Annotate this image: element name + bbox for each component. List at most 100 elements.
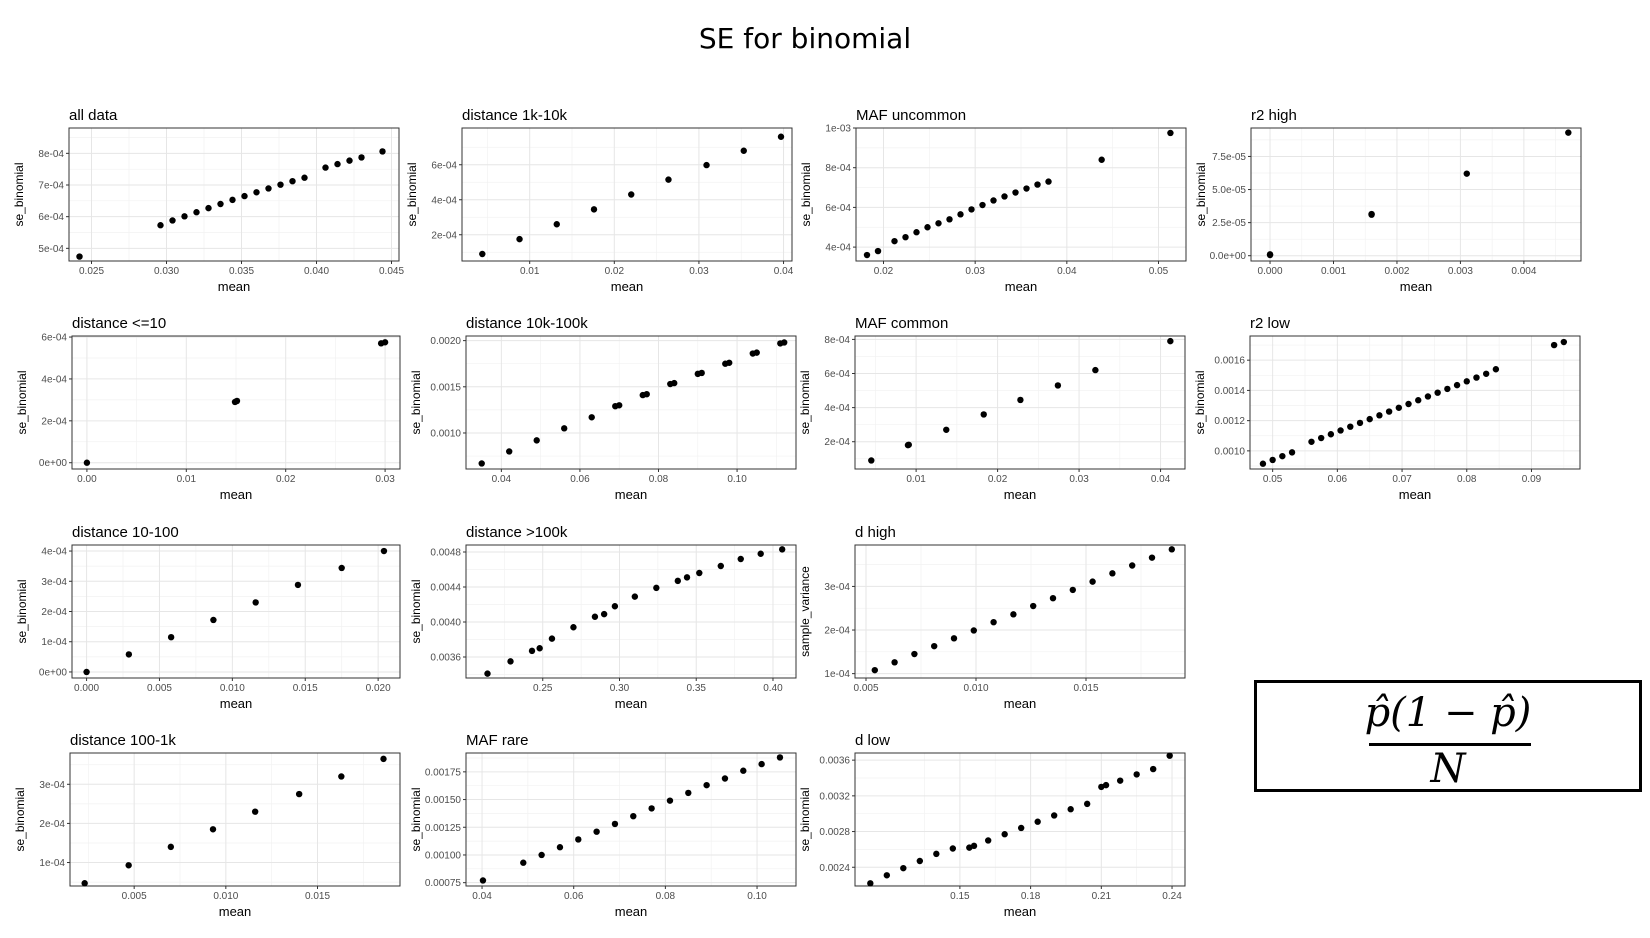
data-point [1054,382,1062,389]
x-tick-label: 0.10 [747,891,767,902]
data-point [600,610,608,618]
x-tick-label: 0.02 [276,474,296,485]
x-tick-label: 0.08 [649,474,669,485]
y-axis-label: se_binomial [409,579,423,643]
data-point [479,877,487,884]
plot-border [1249,335,1581,470]
data-point [1017,396,1024,404]
data-point [1473,374,1480,381]
data-point [1434,389,1441,396]
plot-border [854,544,1186,679]
data-point [478,460,485,467]
x-tick-label: 0.001 [1321,266,1346,277]
x-tick-label: 0.04 [492,474,512,485]
y-tick-label: 8e-04 [824,335,850,346]
y-tick-label: 0.0012 [1214,416,1245,427]
scatter-panel: 0.15 0.18 0.21 0.24 0.0024 0.0028 0.0032 0.0036… [798,732,1186,919]
x-axis-label: mean [220,487,253,502]
data-point [1279,452,1286,460]
y-tick-label: 4e-04 [41,374,67,385]
x-tick-label: 0.045 [379,266,404,277]
x-axis-label: mean [615,696,648,711]
data-point [970,842,978,850]
x-tick-label: 0.000 [1258,266,1283,277]
data-point [1098,156,1105,163]
x-axis-label: mean [1004,904,1037,919]
x-tick-label: 0.025 [79,266,104,277]
data-point [1463,378,1470,385]
formula-box: p̂(1 − p̂) N [1254,680,1642,792]
data-point [507,658,514,665]
y-tick-label: 8e-04 [825,163,851,174]
x-axis-label: mean [1004,487,1037,502]
plot-background [1251,128,1581,261]
data-point [628,191,635,198]
x-tick-label: 0.03 [965,266,985,277]
y-tick-label: 3e-04 [824,582,850,593]
plot-border [465,335,797,470]
x-tick-label: 0.08 [1457,474,1477,485]
data-point [301,174,308,181]
y-tick-label: 0.00125 [425,823,462,834]
data-point [611,603,619,610]
data-point [1424,393,1432,400]
y-tick-label: 6e-04 [824,369,850,380]
data-point [630,812,637,820]
scatter-panel: 0.005 0.010 0.015 1e-04 2e-04 3e-04 d high mean… [798,524,1186,711]
panel-title: distance 10-100 [72,524,179,541]
data-point [1168,546,1176,553]
data-point [1308,438,1315,445]
data-point [205,204,212,212]
data-point [516,235,523,243]
data-point [1050,812,1058,819]
data-point [867,880,874,887]
data-point [883,872,891,879]
x-tick-label: 0.010 [963,683,988,694]
data-point [193,209,200,216]
y-axis-label: se_binomial [15,579,29,643]
data-point [1317,434,1325,442]
x-tick-label: 0.003 [1448,266,1473,277]
y-tick-label: 0.0016 [1214,356,1245,367]
data-point [984,837,992,844]
y-tick-label: 0.0032 [819,791,850,802]
data-point [970,627,977,634]
y-axis-label: se_binomial [409,787,423,851]
x-tick-label: 0.01 [177,474,197,485]
x-tick-label: 0.25 [533,683,553,694]
x-tick-label: 0.03 [689,266,709,277]
data-point [1116,777,1124,784]
x-tick-label: 0.004 [1511,266,1536,277]
data-point [253,189,260,196]
x-tick-label: 0.40 [763,683,783,694]
y-axis-label: se_binomial [798,370,812,434]
x-axis-label: mean [1400,279,1433,294]
data-point [1049,595,1057,602]
x-tick-label: 0.06 [564,891,584,902]
y-tick-label: 7e-04 [38,181,64,192]
data-point [479,250,486,258]
data-point [1368,210,1375,218]
y-tick-label: 3e-04 [39,780,65,791]
panel-title: r2 high [1251,107,1297,124]
scatter-panel: 0.01 0.02 0.03 0.04 2e-04 4e-04 6e-04 distance … [405,107,794,294]
data-point [979,201,986,209]
y-tick-label: 1e-04 [824,669,850,680]
data-point [588,414,595,421]
data-point [1012,189,1019,196]
data-point [781,339,788,346]
y-tick-label: 2e-04 [824,626,850,637]
data-point [891,237,898,245]
data-point [528,647,536,655]
data-point [683,574,691,581]
scatter-panel: 0.04 0.06 0.08 0.10 0.0010 0.0015 0.0020 distan… [409,315,797,502]
data-point [1356,419,1364,427]
data-point [358,154,365,161]
data-point [1045,178,1052,185]
scatter-panel: 0.25 0.30 0.35 0.40 0.0036 0.0040 0.0044 0.0048… [409,524,797,711]
plot-border [461,127,793,262]
data-point [943,426,950,433]
y-tick-label: 0.0048 [430,548,461,559]
y-tick-label: 5e-04 [38,244,64,255]
scatter-panel: 0.04 0.06 0.08 0.10 0.00075 0.00100 0.00125 0.0… [409,732,797,919]
